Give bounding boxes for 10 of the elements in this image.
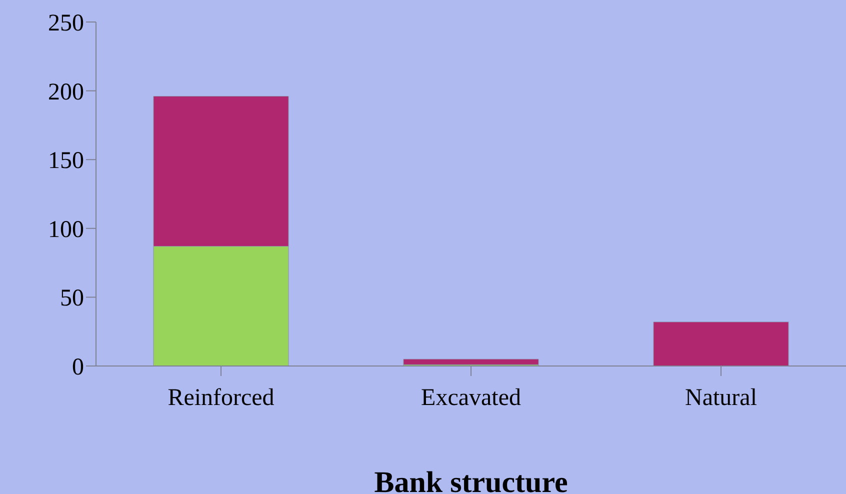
- y-tick-label: 200: [48, 79, 84, 106]
- y-tick-label: 150: [48, 148, 84, 174]
- x-axis-title: Bank structure: [374, 466, 568, 494]
- y-tick-label: 0: [72, 354, 84, 381]
- y-tick-label: 50: [60, 286, 84, 312]
- y-tick-label: 100: [48, 216, 84, 243]
- y-tick-label: 250: [48, 10, 84, 37]
- x-tick-label: Reinforced: [168, 385, 274, 412]
- x-tick-label: Natural: [685, 385, 758, 412]
- x-tick-label: Excavated: [421, 385, 521, 412]
